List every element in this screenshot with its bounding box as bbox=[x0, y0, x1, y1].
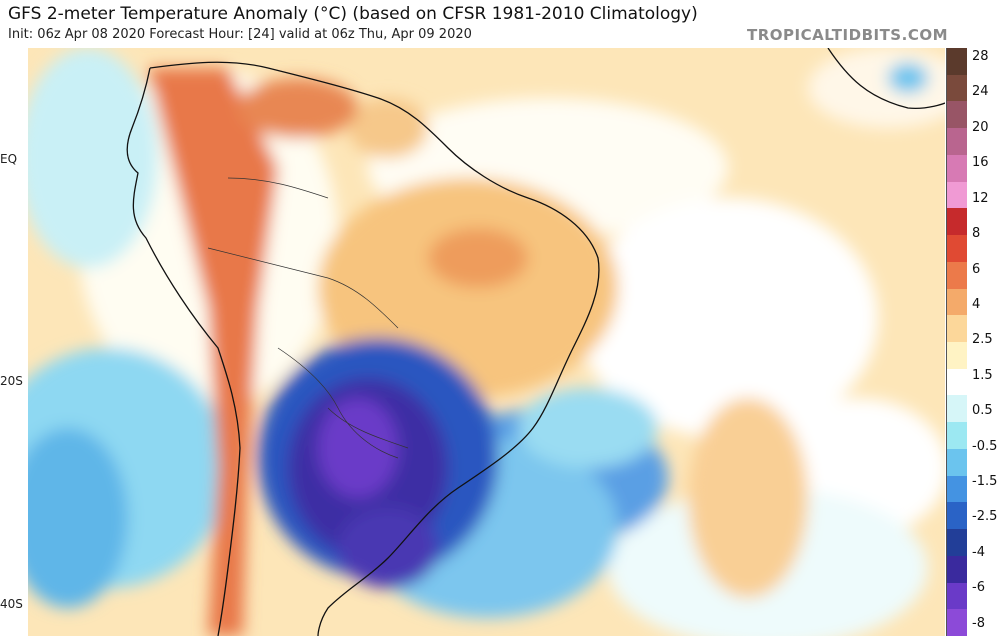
lat-label-40s: 40S bbox=[0, 597, 23, 611]
colorbar-tick-label: 1.5 bbox=[972, 367, 993, 383]
colorbar-tick-label: 12 bbox=[972, 190, 989, 206]
colorbar-tick-label: 8 bbox=[972, 226, 981, 242]
lat-label-eq: EQ bbox=[0, 152, 18, 166]
colorbar-tick-label: 2.5 bbox=[972, 332, 993, 348]
colorbar-segment bbox=[947, 315, 967, 343]
lat-label-20s: 20S bbox=[0, 374, 23, 388]
colorbar-tick-label: 16 bbox=[972, 155, 989, 171]
coastlines bbox=[126, 48, 945, 636]
map-title: GFS 2-meter Temperature Anomaly (°C) (ba… bbox=[8, 4, 698, 24]
colorbar-tick-label: 0.5 bbox=[972, 403, 993, 419]
colorbar-tick-label: -4 bbox=[972, 544, 985, 560]
colorbar-segment bbox=[947, 101, 967, 129]
colorbar-tick-label: 24 bbox=[972, 84, 989, 100]
colorbar-segment bbox=[947, 235, 967, 263]
header: GFS 2-meter Temperature Anomaly (°C) (ba… bbox=[0, 0, 1000, 48]
colorbar-tick-label: 20 bbox=[972, 119, 989, 135]
colorbar-tick-label: -2.5 bbox=[972, 509, 998, 525]
country-borders bbox=[207, 177, 409, 459]
colorbar-segment bbox=[947, 395, 967, 423]
colorbar-segment bbox=[947, 128, 967, 156]
colorbar-segment bbox=[947, 609, 967, 636]
colorbar-segment bbox=[947, 529, 967, 557]
colorbar-tick-label: -6 bbox=[972, 580, 985, 596]
colorbar-tick-label: -8 bbox=[972, 615, 985, 631]
map-subtitle: Init: 06z Apr 08 2020 Forecast Hour: [24… bbox=[8, 27, 472, 42]
colorbar-tick-label: 4 bbox=[972, 296, 981, 312]
brand-logo-text[interactable]: TROPICALTIDBITS.COM bbox=[747, 26, 948, 44]
colorbar-segment bbox=[947, 368, 967, 396]
map-canvas bbox=[28, 48, 945, 636]
colorbar-segment bbox=[947, 422, 967, 450]
colorbar-segment bbox=[947, 261, 967, 290]
colorbar-segment bbox=[947, 288, 967, 316]
colorbar-segment bbox=[947, 448, 967, 477]
colorbar-segment bbox=[947, 502, 967, 530]
colorbar-tick-label: 6 bbox=[972, 261, 981, 277]
colorbar-segment bbox=[947, 154, 967, 183]
colorbar-tick-label: 28 bbox=[972, 49, 989, 64]
colorbar-segment bbox=[947, 181, 967, 209]
colorbar-segment bbox=[947, 555, 967, 584]
colorbar-segment bbox=[947, 208, 967, 236]
colorbar bbox=[946, 48, 967, 636]
colorbar-segment bbox=[947, 48, 967, 76]
colorbar-segment bbox=[947, 342, 967, 370]
colorbar-segment bbox=[947, 475, 967, 503]
anomaly-map[interactable] bbox=[28, 48, 945, 636]
colorbar-tick-label: -0.5 bbox=[972, 438, 998, 454]
colorbar-segment bbox=[947, 74, 967, 102]
colorbar-segment bbox=[947, 582, 967, 610]
colorbar-tick-label: -1.5 bbox=[972, 474, 998, 490]
